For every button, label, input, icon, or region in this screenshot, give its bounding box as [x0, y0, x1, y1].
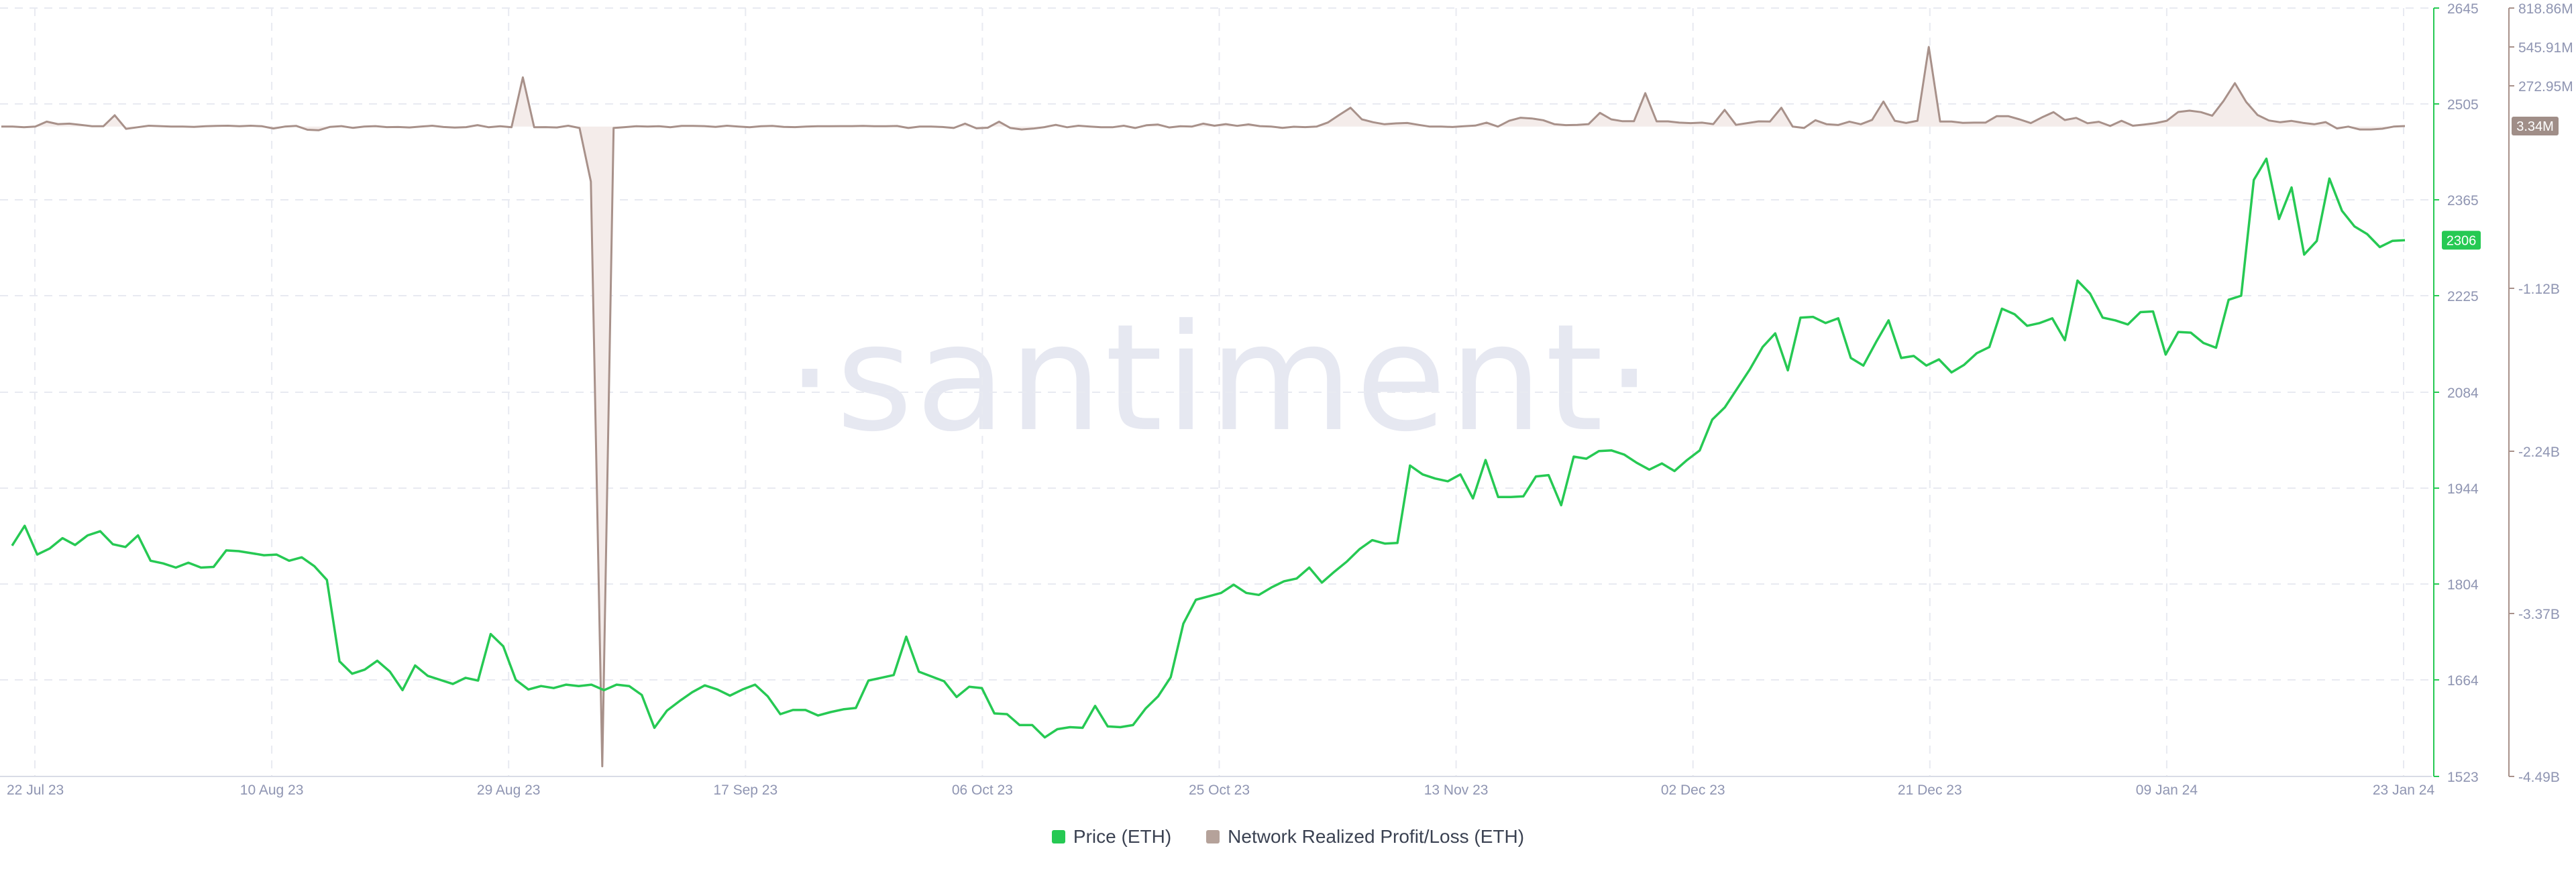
x-tick-label: 02 Dec 23 [1661, 782, 1725, 798]
x-tick-label: 23 Jan 24 [2373, 782, 2435, 798]
x-tick-label: 22 Jul 23 [7, 782, 64, 798]
price-tick-label: 1944 [2447, 481, 2479, 497]
legend-swatch [1051, 830, 1065, 843]
nrpl-tick-label: -4.49B [2518, 770, 2560, 785]
x-tick-label: 06 Oct 23 [952, 782, 1013, 798]
nrpl-tick-label: -3.37B [2518, 607, 2560, 622]
legend-item[interactable]: Network Realized Profit/Loss (ETH) [1206, 826, 1524, 848]
price-tick-label: 1664 [2447, 673, 2479, 689]
legend-item[interactable]: Price (ETH) [1051, 826, 1172, 848]
price-current-label: 2306 [2447, 233, 2477, 248]
x-tick-label: 17 Sep 23 [713, 782, 777, 798]
santiment-watermark: ·santiment· [786, 292, 1655, 464]
chart-legend: Price (ETH) Network Realized Profit/Loss … [0, 826, 2576, 848]
x-tick-label: 29 Aug 23 [477, 782, 541, 798]
price-tick-label: 1523 [2447, 770, 2479, 785]
x-tick-label: 09 Jan 24 [2136, 782, 2198, 798]
price-tick-label: 2505 [2447, 97, 2479, 113]
x-tick-label: 10 Aug 23 [240, 782, 304, 798]
price-series-line [11, 157, 2406, 739]
legend-label: Price (ETH) [1073, 826, 1172, 847]
price-current-badge [2442, 231, 2481, 250]
price-tick-label: 1804 [2447, 577, 2479, 593]
nrpl-tick-label: 545.91M [2518, 40, 2573, 56]
x-tick-label: 13 Nov 23 [1424, 782, 1489, 798]
price-tick-label: 2645 [2447, 1, 2479, 17]
nrpl-tick-label: 272.95M [2518, 79, 2573, 95]
legend-label: Network Realized Profit/Loss (ETH) [1228, 826, 1525, 847]
price-tick-label: 2365 [2447, 193, 2479, 209]
nrpl-tick-label: -2.24B [2518, 445, 2560, 460]
x-tick-label: 25 Oct 23 [1189, 782, 1250, 798]
nrpl-current-badge [2512, 117, 2559, 136]
nrpl-tick-label: 818.86M [2518, 1, 2573, 17]
nrpl-tick-label: -1.12B [2518, 282, 2560, 297]
price-tick-label: 2084 [2447, 386, 2479, 401]
nrpl-series-line [1, 46, 2406, 768]
legend-swatch [1206, 830, 1220, 843]
nrpl-area [1, 47, 2405, 766]
nrpl-current-label: 3.34M [2516, 119, 2554, 134]
price-tick-label: 2225 [2447, 289, 2479, 304]
x-tick-label: 21 Dec 23 [1898, 782, 1962, 798]
